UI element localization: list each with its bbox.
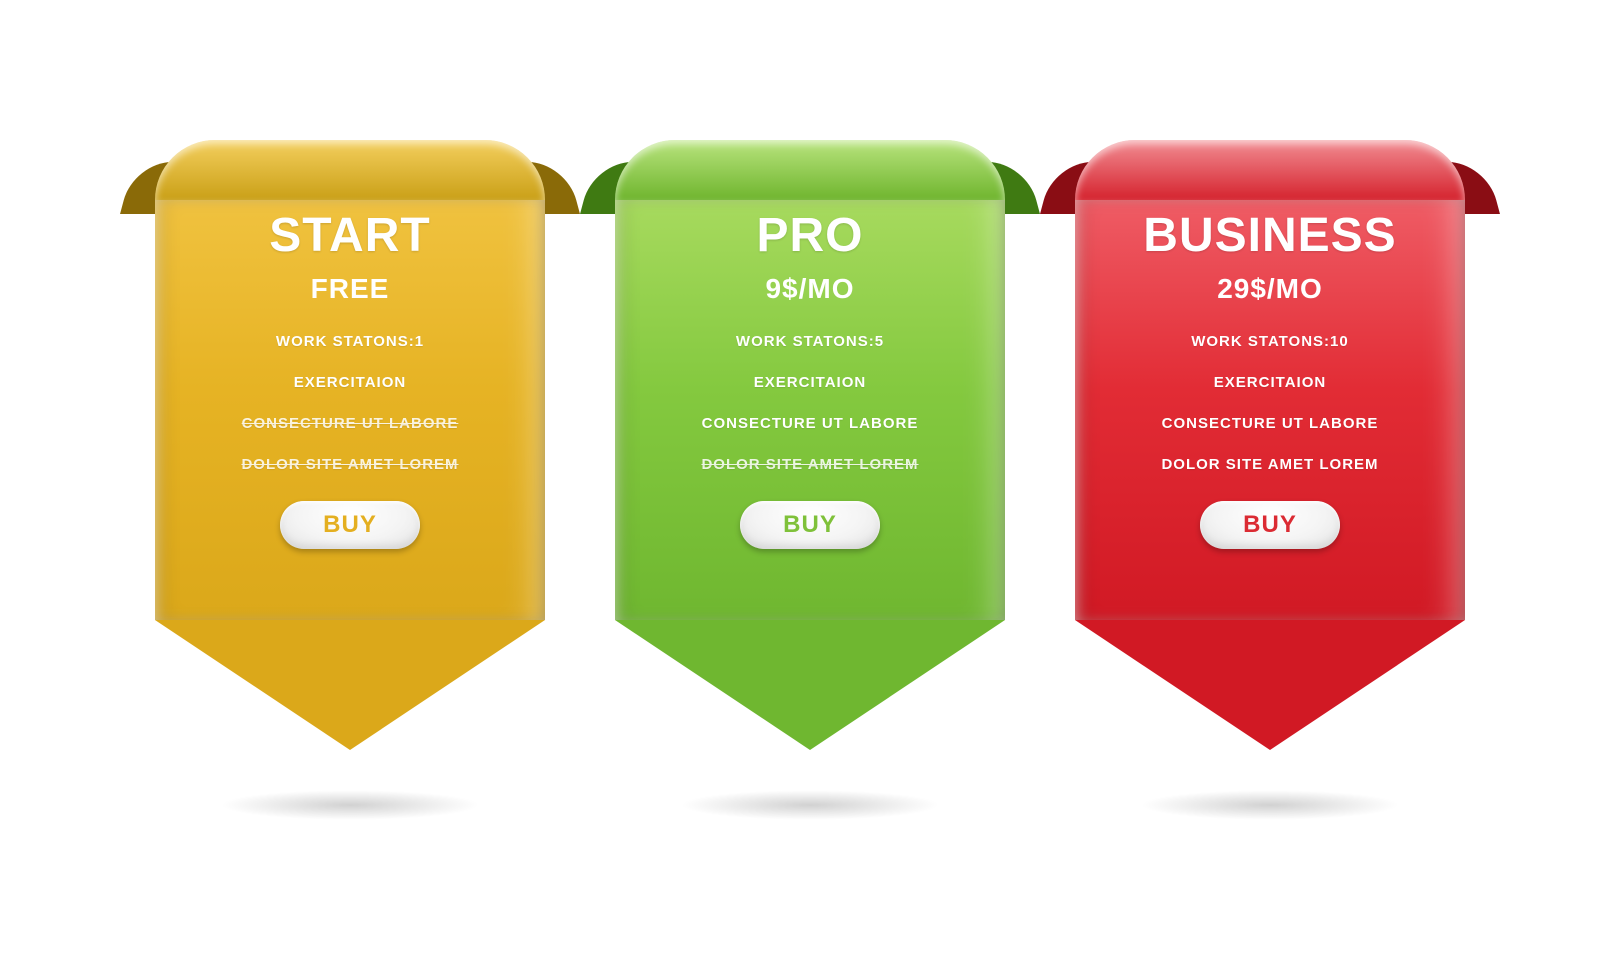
- feature-item: EXERCITAION: [615, 374, 1005, 391]
- feature-item: WORK STATONS:5: [615, 333, 1005, 350]
- buy-button[interactable]: BUY: [280, 501, 420, 549]
- feature-item: DOLOR SITE AMET LOREM: [155, 456, 545, 473]
- feature-item: WORK STATONS:1: [155, 333, 545, 350]
- pricing-card-start: START FREE WORK STATONS:1 EXERCITAION CO…: [155, 140, 545, 750]
- plan-title: BUSINESS: [1075, 208, 1465, 263]
- plan-title: PRO: [615, 208, 1005, 263]
- ribbon-body: PRO 9$/MO WORK STATONS:5 EXERCITAION CON…: [615, 200, 1005, 620]
- pricing-card-business: BUSINESS 29$/MO WORK STATONS:10 EXERCITA…: [1075, 140, 1465, 750]
- feature-item: DOLOR SITE AMET LOREM: [1075, 456, 1465, 473]
- ribbon-top: [1075, 140, 1465, 200]
- ribbon-body: START FREE WORK STATONS:1 EXERCITAION CO…: [155, 200, 545, 620]
- ribbon-tip: [615, 620, 1005, 750]
- feature-item: CONSECTURE UT LABORE: [155, 415, 545, 432]
- pricing-card-pro: PRO 9$/MO WORK STATONS:5 EXERCITAION CON…: [615, 140, 1005, 750]
- ribbon-tip: [1075, 620, 1465, 750]
- feature-item: CONSECTURE UT LABORE: [1075, 415, 1465, 432]
- ribbon-body: BUSINESS 29$/MO WORK STATONS:10 EXERCITA…: [1075, 200, 1465, 620]
- ribbon-top: [155, 140, 545, 200]
- ribbon: START FREE WORK STATONS:1 EXERCITAION CO…: [155, 140, 545, 750]
- ribbon: BUSINESS 29$/MO WORK STATONS:10 EXERCITA…: [1075, 140, 1465, 750]
- feature-item: DOLOR SITE AMET LOREM: [615, 456, 1005, 473]
- feature-item: EXERCITAION: [155, 374, 545, 391]
- plan-price: FREE: [155, 273, 545, 305]
- feature-list: WORK STATONS:5 EXERCITAION CONSECTURE UT…: [615, 333, 1005, 473]
- buy-button[interactable]: BUY: [1200, 501, 1340, 549]
- drop-shadow: [220, 790, 480, 820]
- plan-price: 9$/MO: [615, 273, 1005, 305]
- drop-shadow: [1140, 790, 1400, 820]
- buy-button[interactable]: BUY: [740, 501, 880, 549]
- plan-price: 29$/MO: [1075, 273, 1465, 305]
- feature-item: WORK STATONS:10: [1075, 333, 1465, 350]
- ribbon-top: [615, 140, 1005, 200]
- ribbon-tip: [155, 620, 545, 750]
- feature-list: WORK STATONS:1 EXERCITAION CONSECTURE UT…: [155, 333, 545, 473]
- feature-item: CONSECTURE UT LABORE: [615, 415, 1005, 432]
- feature-list: WORK STATONS:10 EXERCITAION CONSECTURE U…: [1075, 333, 1465, 473]
- plan-title: START: [155, 208, 545, 263]
- pricing-stage: START FREE WORK STATONS:1 EXERCITAION CO…: [0, 0, 1619, 980]
- ribbon: PRO 9$/MO WORK STATONS:5 EXERCITAION CON…: [615, 140, 1005, 750]
- feature-item: EXERCITAION: [1075, 374, 1465, 391]
- drop-shadow: [680, 790, 940, 820]
